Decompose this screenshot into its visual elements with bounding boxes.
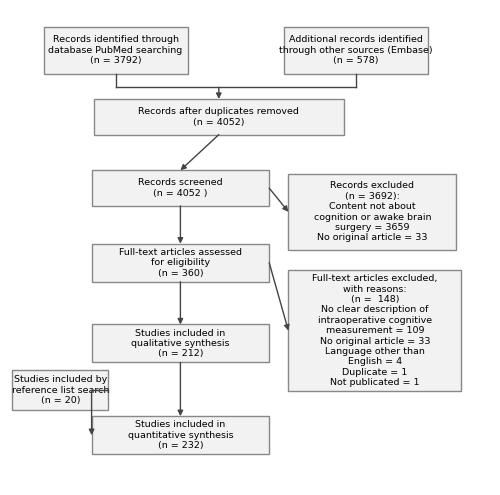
FancyBboxPatch shape bbox=[44, 27, 188, 74]
FancyBboxPatch shape bbox=[92, 325, 269, 362]
Text: Records identified through
database PubMed searching
(n = 3792): Records identified through database PubM… bbox=[48, 35, 182, 65]
Text: Studies included by
reference list search
(n = 20): Studies included by reference list searc… bbox=[12, 375, 109, 405]
Text: Studies included in
quantitative synthesis
(n = 232): Studies included in quantitative synthes… bbox=[128, 420, 233, 450]
FancyBboxPatch shape bbox=[284, 27, 428, 74]
Text: Records excluded
(n = 3692):
Content not about
cognition or awake brain
surgery : Records excluded (n = 3692): Content not… bbox=[314, 181, 431, 243]
Text: Records after duplicates removed
(n = 4052): Records after duplicates removed (n = 40… bbox=[138, 107, 299, 127]
FancyBboxPatch shape bbox=[94, 99, 344, 135]
Text: Full-text articles assessed
for eligibility
(n = 360): Full-text articles assessed for eligibil… bbox=[119, 248, 242, 278]
FancyBboxPatch shape bbox=[12, 370, 108, 410]
FancyBboxPatch shape bbox=[288, 270, 461, 391]
Text: Full-text articles excluded,
with reasons:
(n =  148)
No clear description of
in: Full-text articles excluded, with reason… bbox=[312, 274, 438, 387]
Text: Studies included in
qualitative synthesis
(n = 212): Studies included in qualitative synthesi… bbox=[131, 329, 230, 358]
FancyBboxPatch shape bbox=[92, 244, 269, 282]
Text: Additional records identified
through other sources (Embase)
(n = 578): Additional records identified through ot… bbox=[279, 35, 432, 65]
FancyBboxPatch shape bbox=[92, 170, 269, 206]
FancyBboxPatch shape bbox=[92, 416, 269, 454]
FancyBboxPatch shape bbox=[288, 174, 456, 250]
Text: Records screened
(n = 4052 ): Records screened (n = 4052 ) bbox=[138, 178, 222, 198]
